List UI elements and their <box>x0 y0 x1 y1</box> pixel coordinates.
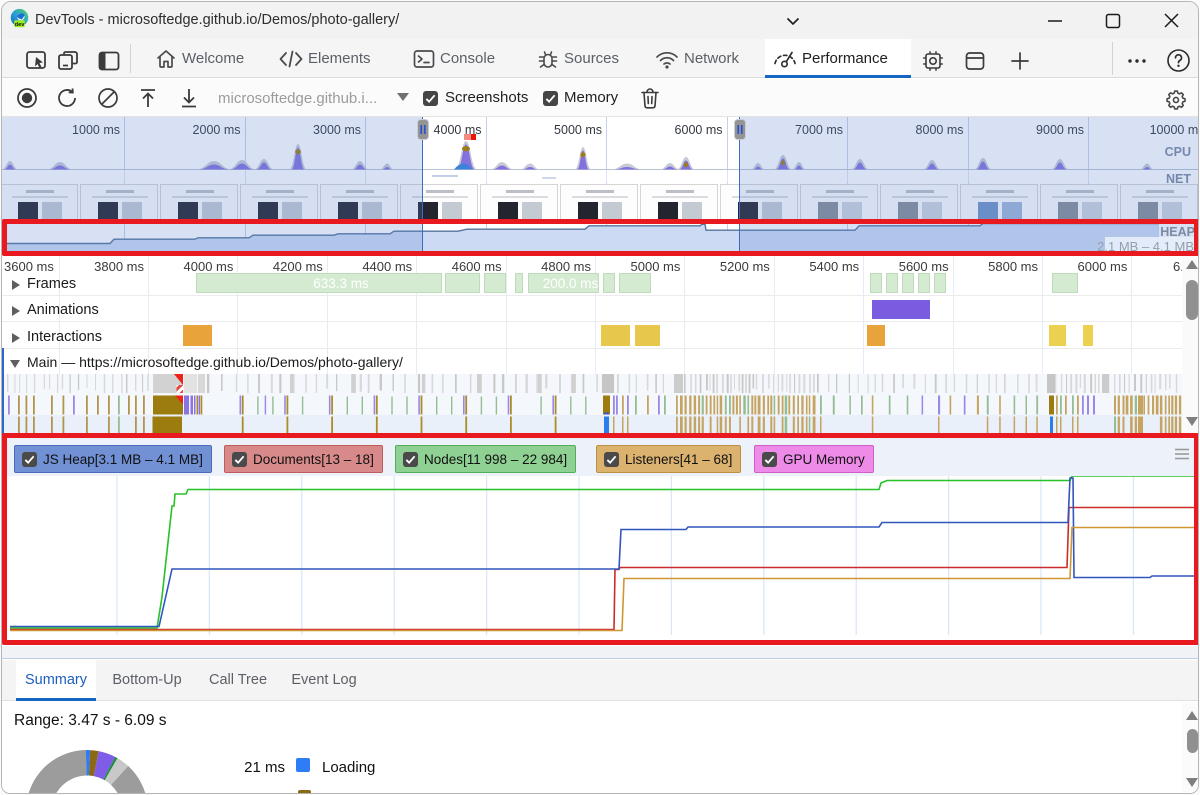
svg-text:dev: dev <box>15 22 26 28</box>
